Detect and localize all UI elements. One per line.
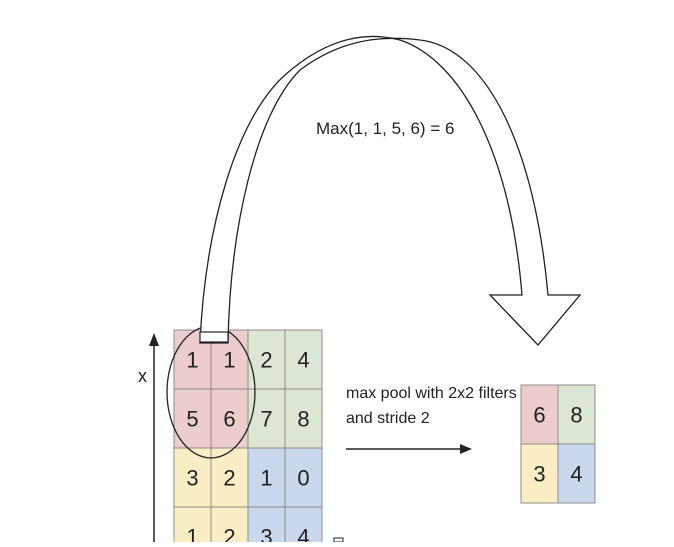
input-matrix: 1 1 2 45 6 7 83 2 1 01 2 3 4 xyxy=(174,330,322,542)
input-matrix-cell-value: 2 xyxy=(260,348,272,373)
input-matrix-cell-value: 2 xyxy=(223,525,235,543)
input-matrix-cell-value: 1 xyxy=(260,466,272,491)
input-matrix-cell-value: 4 xyxy=(297,348,309,373)
input-matrix-cell-value: 3 xyxy=(186,466,198,491)
caption-line-2: and stride 2 xyxy=(346,410,430,427)
output-matrix: 6 8 3 4 xyxy=(521,385,595,503)
input-matrix-cell-value: 1 xyxy=(186,525,198,543)
arrow-base-box xyxy=(200,332,228,342)
output-matrix-cell-value: 6 xyxy=(533,403,545,428)
axis-label: x xyxy=(138,366,147,386)
input-matrix-cell-value: 1 xyxy=(186,348,198,373)
curved-arrow xyxy=(200,36,580,345)
output-matrix-cell-value: 4 xyxy=(570,462,582,487)
caption-line-1: max pool with 2x2 filters xyxy=(346,385,517,402)
input-matrix-cell-value: 3 xyxy=(260,525,272,543)
vertical-axis-arrowhead xyxy=(149,333,159,346)
input-matrix-cell-value: 6 xyxy=(223,407,235,432)
input-matrix-cell-value: 4 xyxy=(297,525,309,543)
horizontal-arrow-head xyxy=(460,444,472,454)
bottom-marker xyxy=(334,538,343,542)
input-matrix-cell-value: 2 xyxy=(223,466,235,491)
input-matrix-cell-value: 7 xyxy=(260,407,272,432)
output-matrix-cell-value: 8 xyxy=(570,403,582,428)
input-matrix-cell-value: 0 xyxy=(297,466,309,491)
input-matrix-cell-value: 5 xyxy=(186,407,198,432)
input-matrix-cell-value: 8 xyxy=(297,407,309,432)
input-matrix-cell-value: 1 xyxy=(223,348,235,373)
max-formula: Max(1, 1, 5, 6) = 6 xyxy=(316,119,454,138)
output-matrix-cell-value: 3 xyxy=(533,462,545,487)
